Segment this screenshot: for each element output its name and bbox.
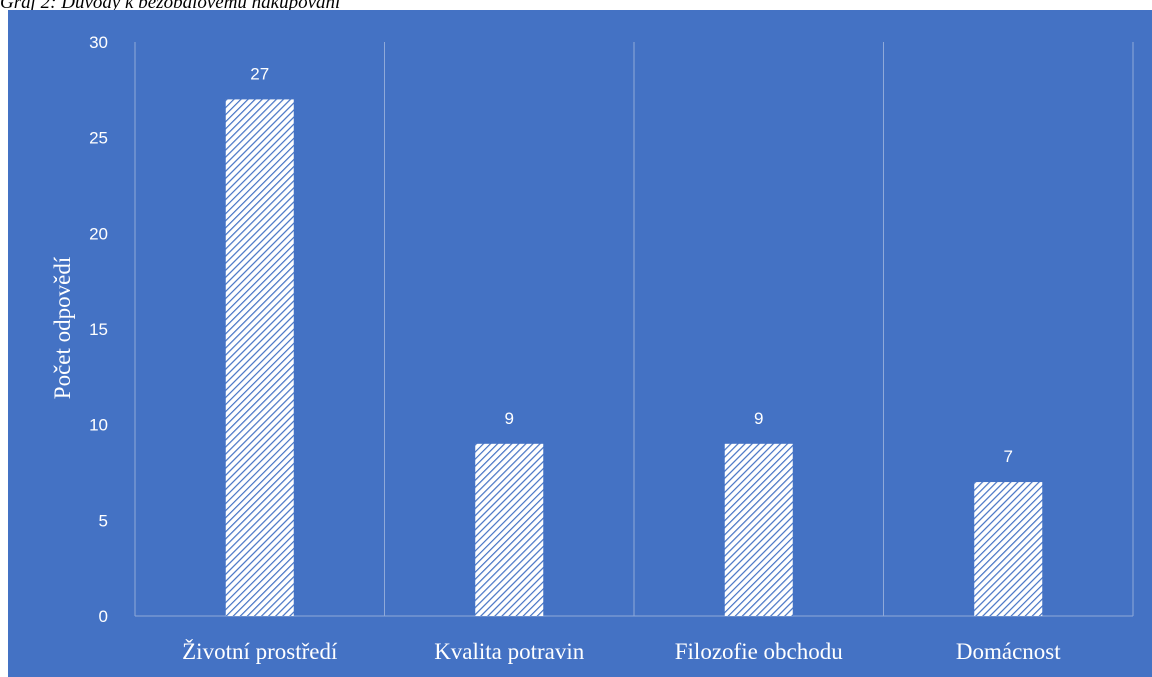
x-tick-label: Domácnost — [956, 639, 1061, 664]
x-tick-label: Kvalita potravin — [434, 639, 585, 664]
y-tick-label: 20 — [89, 224, 108, 243]
y-tick-label: 15 — [89, 320, 108, 339]
x-tick-label: Životní prostředí — [182, 639, 338, 664]
bar — [475, 443, 544, 616]
data-label: 9 — [505, 409, 514, 428]
figure-caption: Graf 2: Důvody k bezobalovému nakupování — [0, 0, 341, 13]
data-label: 9 — [754, 409, 763, 428]
bar-layer — [225, 99, 1043, 616]
y-tick-label: 25 — [89, 129, 108, 148]
y-axis-label: Počet odpovědí — [50, 256, 75, 399]
y-tick-label: 30 — [89, 33, 108, 52]
x-tick-label: Filozofie obchodu — [675, 639, 843, 664]
text-layer: 0 5 10 15 20 25 30 27 Životní prostředí 9 Kvalita … — [89, 33, 1061, 664]
grid-layer — [134, 42, 1134, 617]
y-tick-label: 0 — [99, 607, 108, 626]
bar — [724, 443, 793, 616]
data-label: 27 — [250, 64, 269, 83]
bar — [225, 99, 294, 616]
y-tick-label: 5 — [99, 511, 108, 530]
data-label: 7 — [1004, 447, 1013, 466]
chart-panel — [8, 10, 1152, 677]
bar — [974, 482, 1043, 616]
y-tick-label: 10 — [89, 416, 108, 435]
